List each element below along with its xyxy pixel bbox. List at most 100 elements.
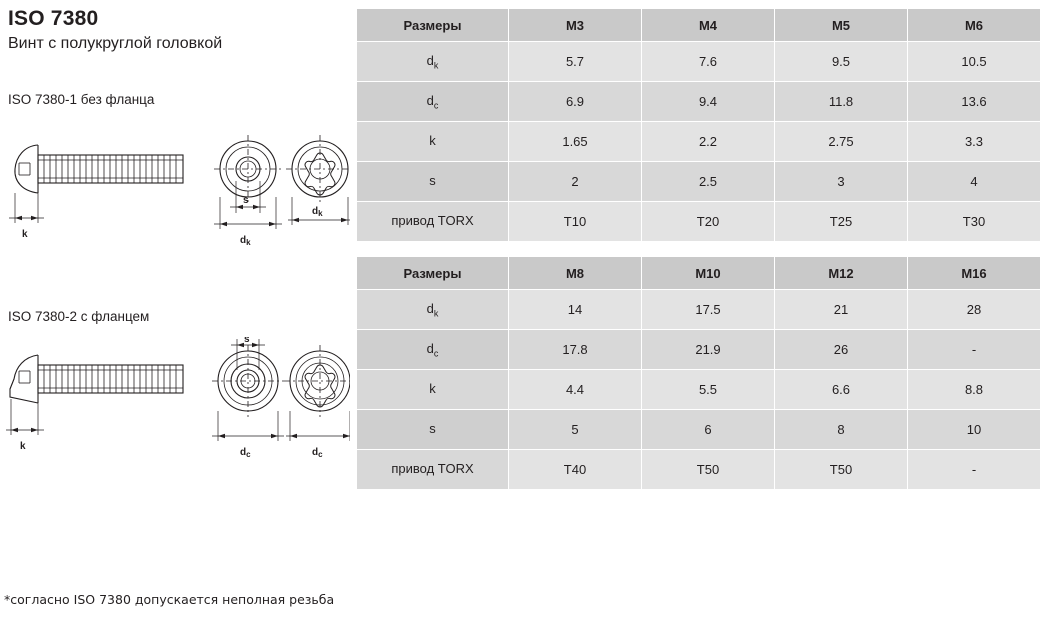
flanged-screw-side-view [9,354,184,404]
row-label-text: d [426,52,434,68]
flanged-top-view-s: s dc [212,337,284,459]
figure-1-caption: ISO 7380-1 без фланца [8,92,155,107]
table2-row4-col1: T40 [508,449,642,490]
table2-row1-col4: - [907,329,1041,370]
table2-header-1: M8 [508,256,642,290]
svg-text:dk: dk [312,206,323,218]
table1-row2-col2: 2.2 [641,121,775,162]
table2-row2-col1: 4.4 [508,369,642,410]
table1-row3-col1: 2 [508,161,642,202]
table-row: привод TORX T40 T50 T50 - [356,449,1041,490]
svg-text:dc: dc [240,447,251,459]
table2-row0-col3: 21 [774,289,908,330]
table-row: привод TORX T10 T20 T25 T30 [356,201,1041,242]
table-row: dk 5.7 7.6 9.5 10.5 [356,41,1041,82]
row-label-text: d [426,340,434,356]
table2-row1-col3: 26 [774,329,908,370]
table2-row0-col2: 17.5 [641,289,775,330]
table1-row4-col4: T30 [907,201,1041,242]
row-label-sub: k [433,60,439,71]
table1-row1-col1: 6.9 [508,81,642,122]
table2-row1-col2: 21.9 [641,329,775,370]
table1-header-1: M3 [508,8,642,42]
svg-text:k: k [20,441,26,452]
dimension-k-flanged: k [6,399,44,452]
table2-row4-col4: - [907,449,1041,490]
table2-row2-col4: 8.8 [907,369,1041,410]
table1-row3-label: s [356,161,509,202]
footnote: *согласно ISO 7380 допускается неполная … [4,592,335,607]
table1-header-2: M4 [641,8,775,42]
table-row: dc 6.9 9.4 11.8 13.6 [356,81,1041,122]
row-label-text: s [429,420,436,436]
figure-1-iso7380-1: k s [0,125,350,270]
table-row: s 5 6 8 10 [356,409,1041,450]
screw-top-view-s: s dk [214,135,282,247]
row-label-sub: c [433,348,439,359]
table2-header-3: M12 [774,256,908,290]
table1-row0-label: dk [356,41,509,82]
table2-row0-label: dk [356,289,509,330]
table2-row2-label: k [356,369,509,410]
screw-side-view [14,144,184,194]
table1-row2-col4: 3.3 [907,121,1041,162]
table2-row4-label: привод TORX [356,449,509,490]
svg-text:k: k [22,229,28,240]
table1-header-3: M5 [774,8,908,42]
table-row: k 1.65 2.2 2.75 3.3 [356,121,1041,162]
table1-row2-col3: 2.75 [774,121,908,162]
table2-row1-col1: 17.8 [508,329,642,370]
table1-header-0: Размеры [356,8,509,42]
svg-text:s: s [244,337,250,345]
table2-row3-col3: 8 [774,409,908,450]
table1-row2-col1: 1.65 [508,121,642,162]
table2-row2-col2: 5.5 [641,369,775,410]
table2-row3-col4: 10 [907,409,1041,450]
table1-row3-col2: 2.5 [641,161,775,202]
dimensions-table-m8-m16: Размеры M8 M10 M12 M16 dk 14 17.5 21 28 … [356,256,1041,490]
page-subtitle: Винт с полукруглой головкой [8,35,223,52]
table1-row0-col1: 5.7 [508,41,642,82]
table-row: k 4.4 5.5 6.6 8.8 [356,369,1041,410]
dimension-k: k [9,193,44,240]
table2-header-2: M10 [641,256,775,290]
table2-row3-label: s [356,409,509,450]
figure-1-drawing: k s [9,135,350,247]
table2-row3-col2: 6 [641,409,775,450]
table2-row1-label: dc [356,329,509,370]
table-row: dk 14 17.5 21 28 [356,289,1041,330]
figure-2-caption: ISO 7380-2 с фланцем [8,309,150,324]
table2-row4-col2: T50 [641,449,775,490]
table1-row1-col4: 13.6 [907,81,1041,122]
table2-row0-col4: 28 [907,289,1041,330]
table1-row1-label: dc [356,81,509,122]
row-label-text: s [429,172,436,188]
row-label-text: k [429,132,436,148]
row-label-sub: c [433,100,439,111]
table-header-row: Размеры M8 M10 M12 M16 [356,256,1041,290]
table1-row0-col4: 10.5 [907,41,1041,82]
page-title: ISO 7380 [8,7,99,30]
figure-2-drawing: k s [6,337,350,459]
table1-row3-col3: 3 [774,161,908,202]
table1-row4-label: привод TORX [356,201,509,242]
table2-header-0: Размеры [356,256,509,290]
table2-row4-col3: T50 [774,449,908,490]
flanged-top-view-torx: dc [284,345,350,459]
row-label-sub: k [433,308,439,319]
row-label-text: d [426,92,434,108]
table-row: dc 17.8 21.9 26 - [356,329,1041,370]
table1-row4-col2: T20 [641,201,775,242]
table1-row1-col2: 9.4 [641,81,775,122]
table1-row0-col2: 7.6 [641,41,775,82]
row-label-text: привод TORX [391,460,474,476]
row-label-text: привод TORX [391,212,474,228]
table1-header-4: M6 [907,8,1041,42]
table-header-row: Размеры M3 M4 M5 M6 [356,8,1041,42]
table1-row4-col1: T10 [508,201,642,242]
table1-row1-col3: 11.8 [774,81,908,122]
row-label-text: d [426,300,434,316]
table2-header-4: M16 [907,256,1041,290]
screw-top-view-torx: dk [286,135,350,225]
svg-text:dc: dc [312,447,323,459]
